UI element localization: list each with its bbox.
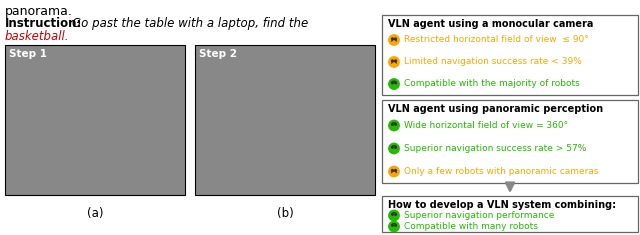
Text: Step 1: Step 1 — [9, 49, 47, 59]
FancyBboxPatch shape — [382, 100, 638, 183]
Circle shape — [392, 224, 393, 226]
FancyBboxPatch shape — [382, 15, 638, 95]
Text: Step 2: Step 2 — [199, 49, 237, 59]
Circle shape — [395, 169, 396, 171]
Circle shape — [392, 147, 393, 148]
Circle shape — [395, 147, 396, 148]
Circle shape — [392, 214, 393, 215]
FancyBboxPatch shape — [5, 45, 185, 195]
Text: (b): (b) — [276, 207, 293, 220]
Circle shape — [395, 38, 396, 40]
Circle shape — [389, 79, 399, 89]
Circle shape — [389, 57, 399, 67]
Circle shape — [395, 224, 396, 226]
Text: How to develop a VLN system combining:: How to develop a VLN system combining: — [388, 200, 616, 210]
Text: Compatible with the majority of robots: Compatible with the majority of robots — [404, 79, 580, 89]
Text: Compatible with many robots: Compatible with many robots — [404, 222, 538, 231]
Text: basketball.: basketball. — [5, 30, 70, 43]
Text: Superior navigation success rate > 57%: Superior navigation success rate > 57% — [404, 144, 587, 153]
Circle shape — [392, 60, 393, 62]
Circle shape — [395, 214, 396, 215]
Circle shape — [389, 221, 399, 232]
Text: VLN agent using a monocular camera: VLN agent using a monocular camera — [388, 19, 593, 29]
Text: Superior navigation performance: Superior navigation performance — [404, 211, 555, 220]
Circle shape — [389, 210, 399, 221]
Circle shape — [392, 124, 393, 125]
Circle shape — [389, 35, 399, 45]
Circle shape — [395, 82, 396, 84]
Circle shape — [392, 169, 393, 171]
Text: (a): (a) — [87, 207, 103, 220]
Text: VLN agent using panoramic perception: VLN agent using panoramic perception — [388, 104, 603, 114]
Text: Wide horizontal field of view = 360°: Wide horizontal field of view = 360° — [404, 121, 568, 130]
Text: Restricted horizontal field of view  ≤ 90°: Restricted horizontal field of view ≤ 90… — [404, 35, 589, 44]
FancyBboxPatch shape — [195, 45, 375, 195]
Circle shape — [392, 38, 393, 40]
Circle shape — [395, 60, 396, 62]
Text: Only a few robots with panoramic cameras: Only a few robots with panoramic cameras — [404, 167, 598, 176]
Text: Go past the table with a laptop, find the: Go past the table with a laptop, find th… — [72, 17, 308, 30]
Circle shape — [389, 120, 399, 131]
Circle shape — [389, 166, 399, 177]
Text: panorama.: panorama. — [5, 5, 73, 18]
Circle shape — [395, 124, 396, 125]
Circle shape — [389, 143, 399, 154]
Text: Limited navigation success rate < 39%: Limited navigation success rate < 39% — [404, 58, 582, 67]
Circle shape — [392, 82, 393, 84]
Text: Instruction:: Instruction: — [5, 17, 83, 30]
FancyBboxPatch shape — [382, 196, 638, 232]
